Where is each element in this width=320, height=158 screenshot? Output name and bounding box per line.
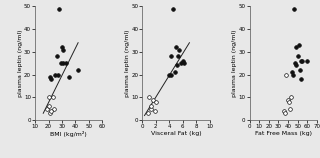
X-axis label: BMI (kg/m²): BMI (kg/m²) [50,131,87,137]
Point [47,76,52,78]
Point [288,96,293,99]
Point [177,48,182,51]
Point [293,64,298,67]
Point [284,73,289,76]
Point [283,112,288,115]
Point [285,98,291,101]
Point [173,46,179,49]
Point [63,62,68,64]
Point [291,7,296,10]
Point [289,71,294,74]
Point [295,55,300,58]
Point [181,62,187,64]
Point [179,62,184,64]
Point [282,110,287,112]
Point [47,112,52,115]
Point [292,62,297,64]
Y-axis label: plasma leptin (ng/ml): plasma leptin (ng/ml) [18,29,23,97]
Point [170,7,175,10]
Point [46,105,51,108]
Point [45,107,50,110]
Point [297,69,302,71]
Point [290,73,295,76]
Point [49,110,54,112]
Point [147,96,152,99]
X-axis label: Visceral Fat (kg): Visceral Fat (kg) [151,131,201,136]
Point [175,55,180,58]
Point [52,107,57,110]
Point [57,7,62,10]
Point [49,78,54,80]
Point [53,73,58,76]
Point [148,107,153,110]
Point [145,112,150,115]
Point [153,101,158,103]
Point [169,73,174,76]
Point [76,69,81,71]
Point [61,48,66,51]
Point [60,46,65,49]
Point [286,101,292,103]
Point [148,105,154,108]
Point [299,60,304,62]
Point [305,60,310,62]
Point [54,55,59,58]
Point [287,107,292,110]
Point [293,46,298,49]
Point [180,60,185,62]
X-axis label: Fat Free Mass (kg): Fat Free Mass (kg) [255,131,312,136]
Point [66,76,71,78]
Point [61,62,66,64]
Point [296,44,301,46]
Point [168,55,173,58]
Point [150,98,155,101]
Point [300,60,305,62]
Point [46,96,51,99]
Y-axis label: plasma leptin (ng/ml): plasma leptin (ng/ml) [232,29,237,97]
Y-axis label: plasma leptin (ng/ml): plasma leptin (ng/ml) [125,29,130,97]
Point [55,73,60,76]
Point [58,62,63,64]
Point [172,71,177,74]
Point [175,64,180,67]
Point [167,73,172,76]
Point [50,96,55,99]
Point [298,78,303,80]
Point [152,110,157,112]
